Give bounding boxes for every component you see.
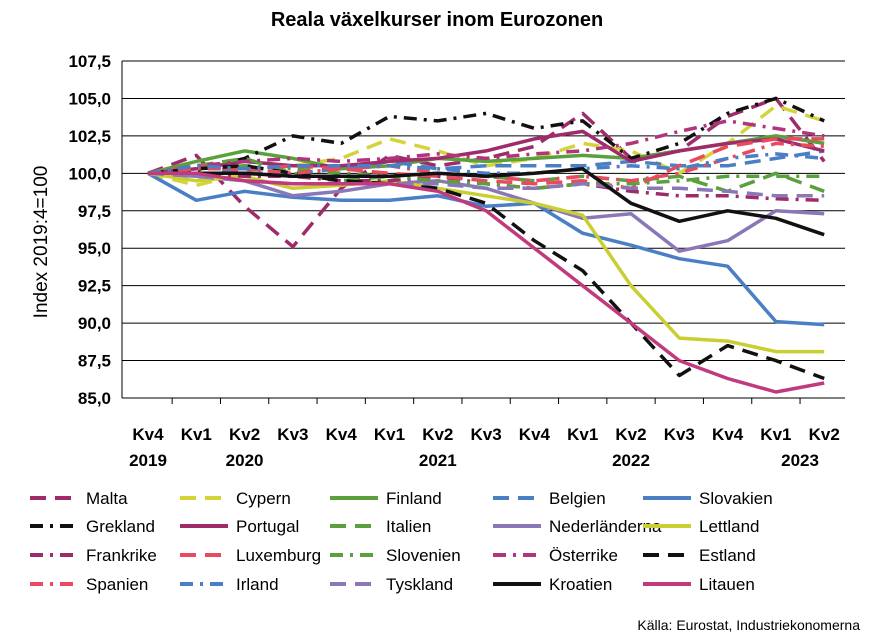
- series-lines: [147, 96, 826, 394]
- y-tick-label: 95,0: [78, 239, 111, 258]
- y-tick-label: 97,5: [78, 202, 111, 221]
- y-tick-label: 102,5: [68, 127, 111, 146]
- legend-item: Luxemburg: [180, 546, 321, 565]
- legend-item: Grekland: [30, 517, 155, 536]
- series-line-cypern: [147, 104, 825, 188]
- series-line-grekland: [147, 96, 825, 176]
- series-line-slovakien: [147, 171, 825, 327]
- series-line-litauen: [148, 171, 825, 394]
- legend: Malta Cypern Finland Belgien Slovakien Grekla…: [30, 489, 773, 594]
- legend-label: Grekland: [86, 517, 155, 536]
- legend-label: Italien: [386, 517, 431, 536]
- legend-item: Nederländerna: [493, 517, 662, 536]
- legend-label: Slovakien: [699, 489, 773, 508]
- series-line-irland: [147, 152, 825, 176]
- legend-label: Spanien: [86, 575, 148, 594]
- legend-label: Lettland: [699, 517, 760, 536]
- x-tick-label: Kv4: [132, 425, 164, 444]
- legend-label: Finland: [386, 489, 442, 508]
- legend-item: Irland: [180, 575, 279, 594]
- series-line-italien: [147, 156, 825, 194]
- year-label: 2022: [612, 451, 650, 470]
- series-line-österrike: [147, 119, 825, 176]
- legend-label: Belgien: [549, 489, 606, 508]
- x-tick-label: Kv1: [181, 425, 212, 444]
- x-tick-label: Kv2: [422, 425, 453, 444]
- y-tick-label: 90,0: [78, 314, 111, 333]
- legend-item: Finland: [330, 489, 442, 508]
- y-tick-label: 107,5: [68, 52, 111, 71]
- y-tick-label: 92,5: [78, 277, 111, 296]
- x-tick-label: Kv2: [229, 425, 260, 444]
- legend-item: Spanien: [30, 575, 148, 594]
- legend-item: Litauen: [643, 575, 755, 594]
- x-tick-label: Kv4: [519, 425, 551, 444]
- legend-item: Lettland: [643, 517, 760, 536]
- legend-item: Slovakien: [643, 489, 773, 508]
- legend-item: Frankrike: [30, 546, 157, 565]
- legend-item: Belgien: [493, 489, 606, 508]
- y-tick-label: 87,5: [78, 352, 111, 371]
- y-tick-label: 100,0: [68, 164, 111, 183]
- legend-item: Slovenien: [330, 546, 461, 565]
- series-line-kroatien: [148, 167, 825, 237]
- legend-item: Estland: [643, 546, 756, 565]
- legend-item: Kroatien: [493, 575, 612, 594]
- x-tick-label: Kv2: [809, 425, 840, 444]
- x-tick-label: Kv3: [277, 425, 308, 444]
- x-tick-label: Kv3: [471, 425, 502, 444]
- legend-item: Cypern: [180, 489, 291, 508]
- legend-item: Österrike: [493, 546, 618, 565]
- year-label: 2023: [781, 451, 819, 470]
- legend-label: Tyskland: [386, 575, 453, 594]
- legend-label: Frankrike: [86, 546, 157, 565]
- y-tick-label: 105,0: [68, 89, 111, 108]
- legend-label: Slovenien: [386, 546, 461, 565]
- legend-label: Österrike: [549, 546, 618, 565]
- year-label: 2020: [226, 451, 264, 470]
- legend-label: Estland: [699, 546, 756, 565]
- series-line-slovenien: [147, 164, 825, 191]
- x-tick-label: Kv4: [326, 425, 358, 444]
- legend-item: Italien: [330, 517, 431, 536]
- legend-label: Malta: [86, 489, 128, 508]
- legend-label: Kroatien: [549, 575, 612, 594]
- legend-item: Portugal: [180, 517, 299, 536]
- series-line-estland: [147, 164, 825, 381]
- x-tick-label: Kv3: [664, 425, 695, 444]
- y-tick-labels: 85,0 87,5 90,0 92,5 95,0 97,5 100,0 102,5 105,0 1…: [68, 52, 111, 408]
- year-label: 2019: [129, 451, 167, 470]
- x-tick-label: Kv1: [374, 425, 405, 444]
- x-tick-label: Kv2: [615, 425, 646, 444]
- legend-item: Tyskland: [330, 575, 453, 594]
- chart-title: Reala växelkurser inom Eurozonen: [271, 9, 603, 31]
- series-line-malta: [147, 96, 826, 249]
- legend-label: Nederländerna: [549, 517, 662, 536]
- year-label: 2021: [419, 451, 457, 470]
- legend-label: Irland: [236, 575, 279, 594]
- legend-label: Cypern: [236, 489, 291, 508]
- series-line-lettland: [147, 171, 825, 354]
- year-labels: 2019 2020 2021 2022 2023: [129, 451, 819, 470]
- x-tick-label: Kv1: [760, 425, 791, 444]
- y-tick-label: 85,0: [78, 389, 111, 408]
- legend-label: Luxemburg: [236, 546, 321, 565]
- x-tick-label: Kv4: [712, 425, 744, 444]
- x-tick-label: Kv1: [567, 425, 598, 444]
- x-tick-labels: Kv4 Kv1 Kv2 Kv3 Kv4 Kv1 Kv2 Kv3 Kv4 Kv1 Kv2 Kv3 Kv4 K…: [132, 425, 839, 444]
- legend-label: Litauen: [699, 575, 755, 594]
- axes: [121, 61, 845, 404]
- source-note: Källa: Eurostat, Industriekonomerna: [637, 617, 860, 633]
- legend-item: Malta: [30, 489, 128, 508]
- legend-label: Portugal: [236, 517, 299, 536]
- y-axis-label: Index 2019:4=100: [31, 166, 52, 319]
